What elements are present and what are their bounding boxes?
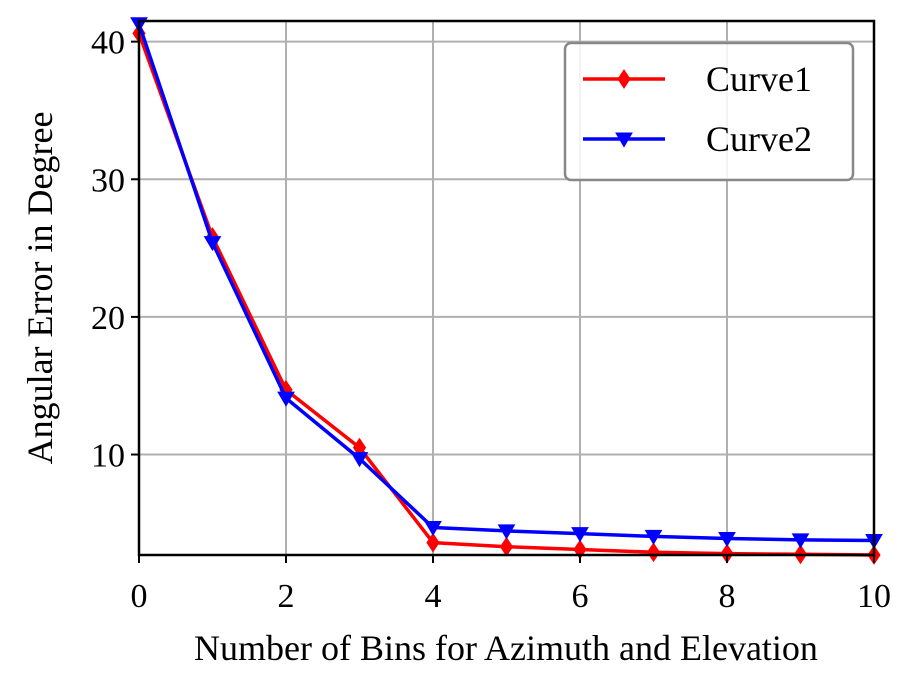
y-tick-label: 30 <box>91 162 125 199</box>
data-point <box>718 531 736 548</box>
legend-marker <box>617 69 631 89</box>
y-tick-label: 20 <box>91 300 125 337</box>
y-axis-label: Angular Error in Degree <box>20 112 60 465</box>
ticks: 0 2 4 6 8 10 10 20 30 40 <box>91 25 891 615</box>
plot-frame <box>137 19 876 557</box>
x-tick-label: 2 <box>278 578 295 615</box>
data-point <box>350 452 369 468</box>
legend-marker <box>615 132 633 148</box>
data-point <box>277 391 295 407</box>
data-point <box>644 529 663 546</box>
data-point <box>646 542 661 563</box>
legend-label: Curve2 <box>706 119 812 159</box>
series-curve2 <box>130 17 883 550</box>
y-tick-label: 40 <box>91 25 125 62</box>
legend-label: Curve1 <box>706 59 812 99</box>
data-point <box>499 536 514 557</box>
x-axis-label: Number of Bins for Azimuth and Elevation <box>194 628 818 668</box>
data-point <box>571 527 589 543</box>
data-point <box>424 520 442 537</box>
data-point <box>497 524 516 540</box>
data-point <box>426 532 440 553</box>
x-tick-label: 10 <box>857 578 891 615</box>
x-tick-label: 4 <box>425 578 442 615</box>
x-tick-label: 8 <box>719 578 736 615</box>
data-point <box>203 236 222 252</box>
data-point <box>791 533 810 549</box>
legend-entry: Curve2 <box>583 119 812 159</box>
x-tick-label: 0 <box>131 578 148 615</box>
y-tick-label: 10 <box>91 438 125 475</box>
legend-entry: Curve1 <box>583 59 812 99</box>
legend: Curve1 Curve2 <box>563 41 855 182</box>
x-tick-label: 6 <box>572 578 589 615</box>
